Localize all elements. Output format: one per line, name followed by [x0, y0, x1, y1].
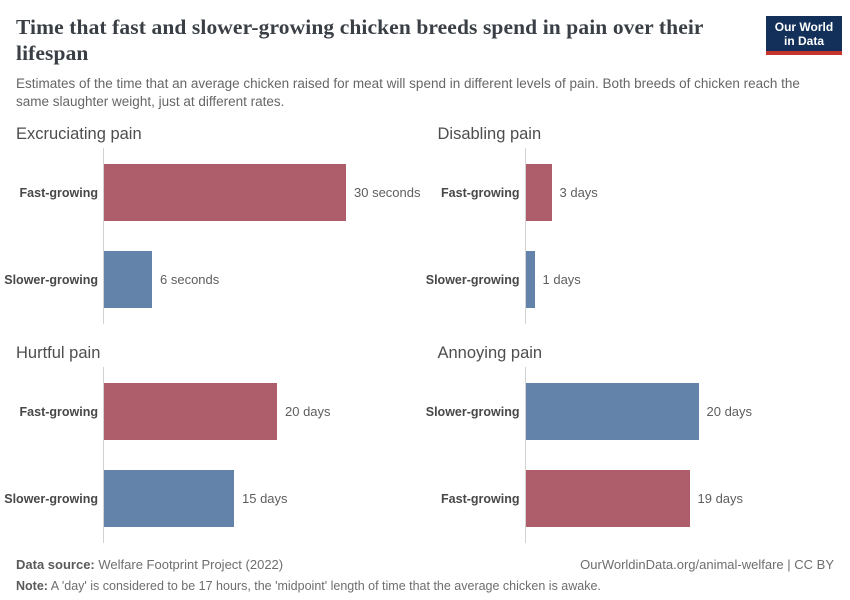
bar: [525, 470, 690, 527]
bar-value-label: 19 days: [697, 491, 744, 506]
attribution-link[interactable]: OurWorldinData.org/animal-welfare | CC B…: [580, 557, 834, 572]
axis-line: [524, 148, 526, 324]
note-label: Note:: [16, 579, 48, 593]
note-text: A 'day' is considered to be 17 hours, th…: [50, 579, 601, 593]
axis-line: [524, 367, 526, 543]
panel-chart: Fast-growing 30 seconds Slower-growing 6 se…: [4, 148, 421, 324]
bar-row: Slower-growing 6 seconds: [4, 251, 421, 308]
bar: [104, 470, 234, 527]
bar-value-label: 6 seconds: [160, 272, 220, 287]
bar-value-label: 15 days: [242, 491, 288, 506]
bar-track: 30 seconds: [104, 164, 421, 221]
entity-label: Fast-growing: [441, 491, 520, 506]
bar-row: Fast-growing 20 days: [16, 383, 421, 440]
panel-chart: Fast-growing 3 days Slower-growing 1 days: [425, 148, 835, 324]
pain-panel-3: Annoying pain Slower-growing 20 days Fast-g…: [425, 344, 835, 543]
owid-logo[interactable]: Our World in Data: [766, 16, 842, 55]
axis-line: [103, 148, 104, 324]
chart-note: Note: A 'day' is considered to be 17 hou…: [16, 579, 834, 594]
bar-value-label: 20 days: [285, 404, 331, 419]
bar: [104, 164, 346, 221]
bar-value-label: 3 days: [559, 185, 598, 200]
bar-value-label: 20 days: [706, 404, 753, 419]
pain-panel-1: Disabling pain Fast-growing 3 days Slower-g…: [425, 125, 835, 324]
chart-title: Time that fast and slower-growing chicke…: [16, 15, 704, 65]
bar: [525, 164, 552, 221]
panel-chart: Fast-growing 20 days Slower-growing 15 days: [4, 367, 421, 543]
bar: [104, 251, 152, 308]
entity-label: Fast-growing: [441, 185, 520, 200]
entity-label: Fast-growing: [19, 185, 98, 200]
panels-grid: Excruciating pain Fast-growing 30 seconds S…: [4, 125, 835, 543]
bar-value-label: 1 days: [542, 272, 581, 287]
bar-row: Fast-growing 3 days: [438, 164, 835, 221]
pain-panel-2: Hurtful pain Fast-growing 20 days Slower-gr…: [4, 344, 421, 543]
panel-title: Hurtful pain: [16, 344, 101, 362]
data-source: Data source: Welfare Footprint Project (…: [16, 557, 283, 573]
bar-value-label: 30 seconds: [354, 185, 421, 200]
bar-track: 20 days: [104, 383, 421, 440]
panel-title: Excruciating pain: [16, 125, 142, 143]
bar: [525, 383, 699, 440]
panel-title: Annoying pain: [437, 344, 543, 362]
bar-track: 20 days: [525, 383, 835, 440]
owid-logo-line1: Our World: [774, 20, 834, 34]
axis-line: [103, 367, 104, 543]
bar-row: Slower-growing 15 days: [4, 470, 421, 527]
bar-track: 19 days: [525, 470, 835, 527]
panel-chart: Slower-growing 20 days Fast-growing 19 days: [425, 367, 835, 543]
data-source-label: Data source:: [16, 557, 95, 572]
entity-label: Fast-growing: [19, 404, 98, 419]
chart-subtitle: Estimates of the time that an average ch…: [16, 76, 800, 109]
bar-track: 15 days: [104, 470, 421, 527]
bar-track: 3 days: [525, 164, 835, 221]
panel-title: Disabling pain: [437, 125, 542, 143]
data-source-value: Welfare Footprint Project (2022): [98, 557, 284, 572]
bar-track: 1 days: [525, 251, 835, 308]
entity-label: Slower-growing: [425, 272, 520, 287]
bar-row: Fast-growing 30 seconds: [16, 164, 421, 221]
bar: [104, 383, 277, 440]
pain-panel-0: Excruciating pain Fast-growing 30 seconds S…: [4, 125, 421, 324]
bar-track: 6 seconds: [104, 251, 421, 308]
entity-label: Slower-growing: [425, 404, 520, 419]
bar-row: Fast-growing 19 days: [438, 470, 835, 527]
entity-label: Slower-growing: [4, 272, 98, 287]
owid-logo-line2: in Data: [783, 34, 824, 48]
chart-footer: Data source: Welfare Footprint Project (…: [16, 557, 834, 594]
bar-row: Slower-growing 1 days: [425, 251, 835, 308]
bar-row: Slower-growing 20 days: [425, 383, 835, 440]
bar: [525, 251, 535, 308]
entity-label: Slower-growing: [4, 491, 98, 506]
